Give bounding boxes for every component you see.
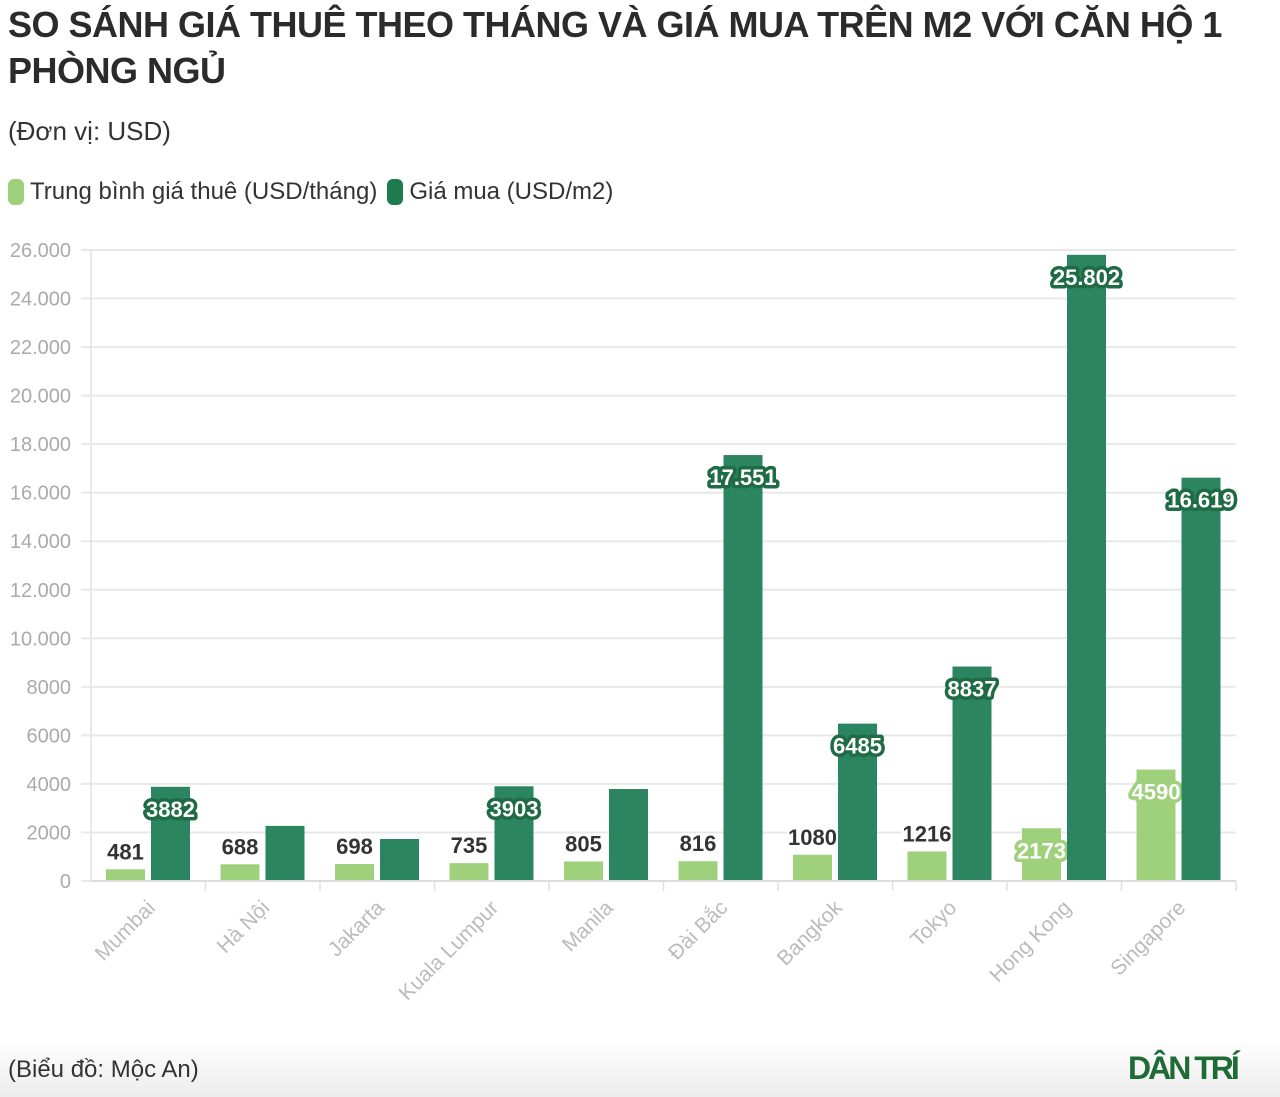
footer <box>0 1040 1280 1097</box>
bar-rent <box>564 861 603 881</box>
bar-price <box>1181 477 1221 881</box>
bar-rent <box>678 861 718 881</box>
bar-rent <box>1136 769 1176 881</box>
bar-rent <box>1022 828 1061 881</box>
data-label: 17.551 <box>709 465 776 490</box>
bar-rent <box>335 864 374 881</box>
chart-title: SO SÁNH GIÁ THUÊ THEO THÁNG VÀ GIÁ MUA T… <box>8 4 1222 91</box>
bar-price <box>494 786 534 881</box>
legend: Trung bình giá thuê (USD/tháng) Giá mua … <box>8 178 613 206</box>
data-label: 688 <box>222 834 259 859</box>
bar-price <box>380 839 419 881</box>
y-tick-label: 8000 <box>27 677 72 699</box>
legend-label-rent: Trung bình giá thuê (USD/tháng) <box>30 178 378 205</box>
data-label: 8837 <box>948 677 997 702</box>
legend-swatch-rent <box>8 179 24 205</box>
x-tick-label: Jakarta <box>324 896 389 961</box>
y-tick-label: 0 <box>60 871 71 893</box>
x-tick-label: Mumbai <box>91 896 160 965</box>
bar-price <box>609 789 648 881</box>
legend-swatch-price <box>387 179 404 205</box>
y-tick-label: 12.000 <box>10 580 71 602</box>
data-label: 6485 <box>833 734 882 759</box>
bar-price <box>151 786 190 881</box>
y-tick-label: 2000 <box>27 822 72 844</box>
bar-price <box>1067 254 1106 882</box>
data-label: 481 <box>107 839 144 864</box>
data-label: 4590 <box>1132 780 1181 805</box>
source-note: (Biểu đồ: Mộc An) <box>8 1056 199 1083</box>
bar-chart: 0 2000 4000 6000 8000 10.000 12.000 14.000 16.00… <box>10 240 1238 1005</box>
x-tick-label: Bangkok <box>773 896 847 970</box>
y-tick-label: 16.000 <box>10 483 71 505</box>
bar-price <box>838 723 877 881</box>
x-tick-label: Kuala Lumpur <box>395 896 504 1005</box>
data-label: 1216 <box>903 821 952 846</box>
y-tick-label: 20.000 <box>10 386 71 408</box>
legend-label-price: Giá mua (USD/m2) <box>409 178 614 205</box>
data-label: 735 <box>451 833 488 858</box>
bar-rent <box>449 863 489 881</box>
x-tick-label: Tokyo <box>906 896 961 951</box>
data-label: 25.802 <box>1053 265 1120 290</box>
dantri-logo: DÂN TRÍ <box>1128 1050 1240 1086</box>
bar-rent <box>793 854 832 881</box>
data-label: 16.619 <box>1167 488 1234 513</box>
legend-item-rent[interactable]: Trung bình giá thuê (USD/tháng) <box>8 178 377 206</box>
bar-rent <box>220 864 260 881</box>
bar-rent <box>106 869 145 881</box>
y-tick-label: 14.000 <box>10 531 71 553</box>
data-label: 805 <box>565 831 602 856</box>
y-tick-label: 4000 <box>27 774 72 796</box>
y-tick-label: 6000 <box>27 725 72 747</box>
x-tick-label: Đài Bắc <box>664 896 732 964</box>
x-tick-label: Hong Kong <box>985 896 1076 987</box>
bar-price <box>265 825 305 881</box>
bar-price <box>723 455 763 881</box>
y-tick-label: 22.000 <box>10 337 71 359</box>
x-tick-label: Singapore <box>1106 896 1190 980</box>
data-label: 2173 <box>1017 838 1066 863</box>
legend-item-price[interactable]: Giá mua (USD/m2) <box>387 178 613 206</box>
y-tick-label: 10.000 <box>10 628 71 650</box>
x-tick-label: Hà Nội <box>213 896 275 958</box>
bar-rent <box>907 851 947 881</box>
data-label: 1080 <box>788 825 837 850</box>
y-tick-label: 24.000 <box>10 289 71 311</box>
data-label: 816 <box>680 831 717 856</box>
data-label: 698 <box>336 834 373 859</box>
x-tick-label: Manila <box>558 896 618 956</box>
bar-price <box>952 666 992 881</box>
y-tick-label: 18.000 <box>10 434 71 456</box>
data-label: 3882 <box>146 797 195 822</box>
chart-subtitle: (Đơn vị: USD) <box>8 116 171 146</box>
y-tick-label: 26.000 <box>10 240 71 262</box>
data-label: 3903 <box>490 796 539 821</box>
